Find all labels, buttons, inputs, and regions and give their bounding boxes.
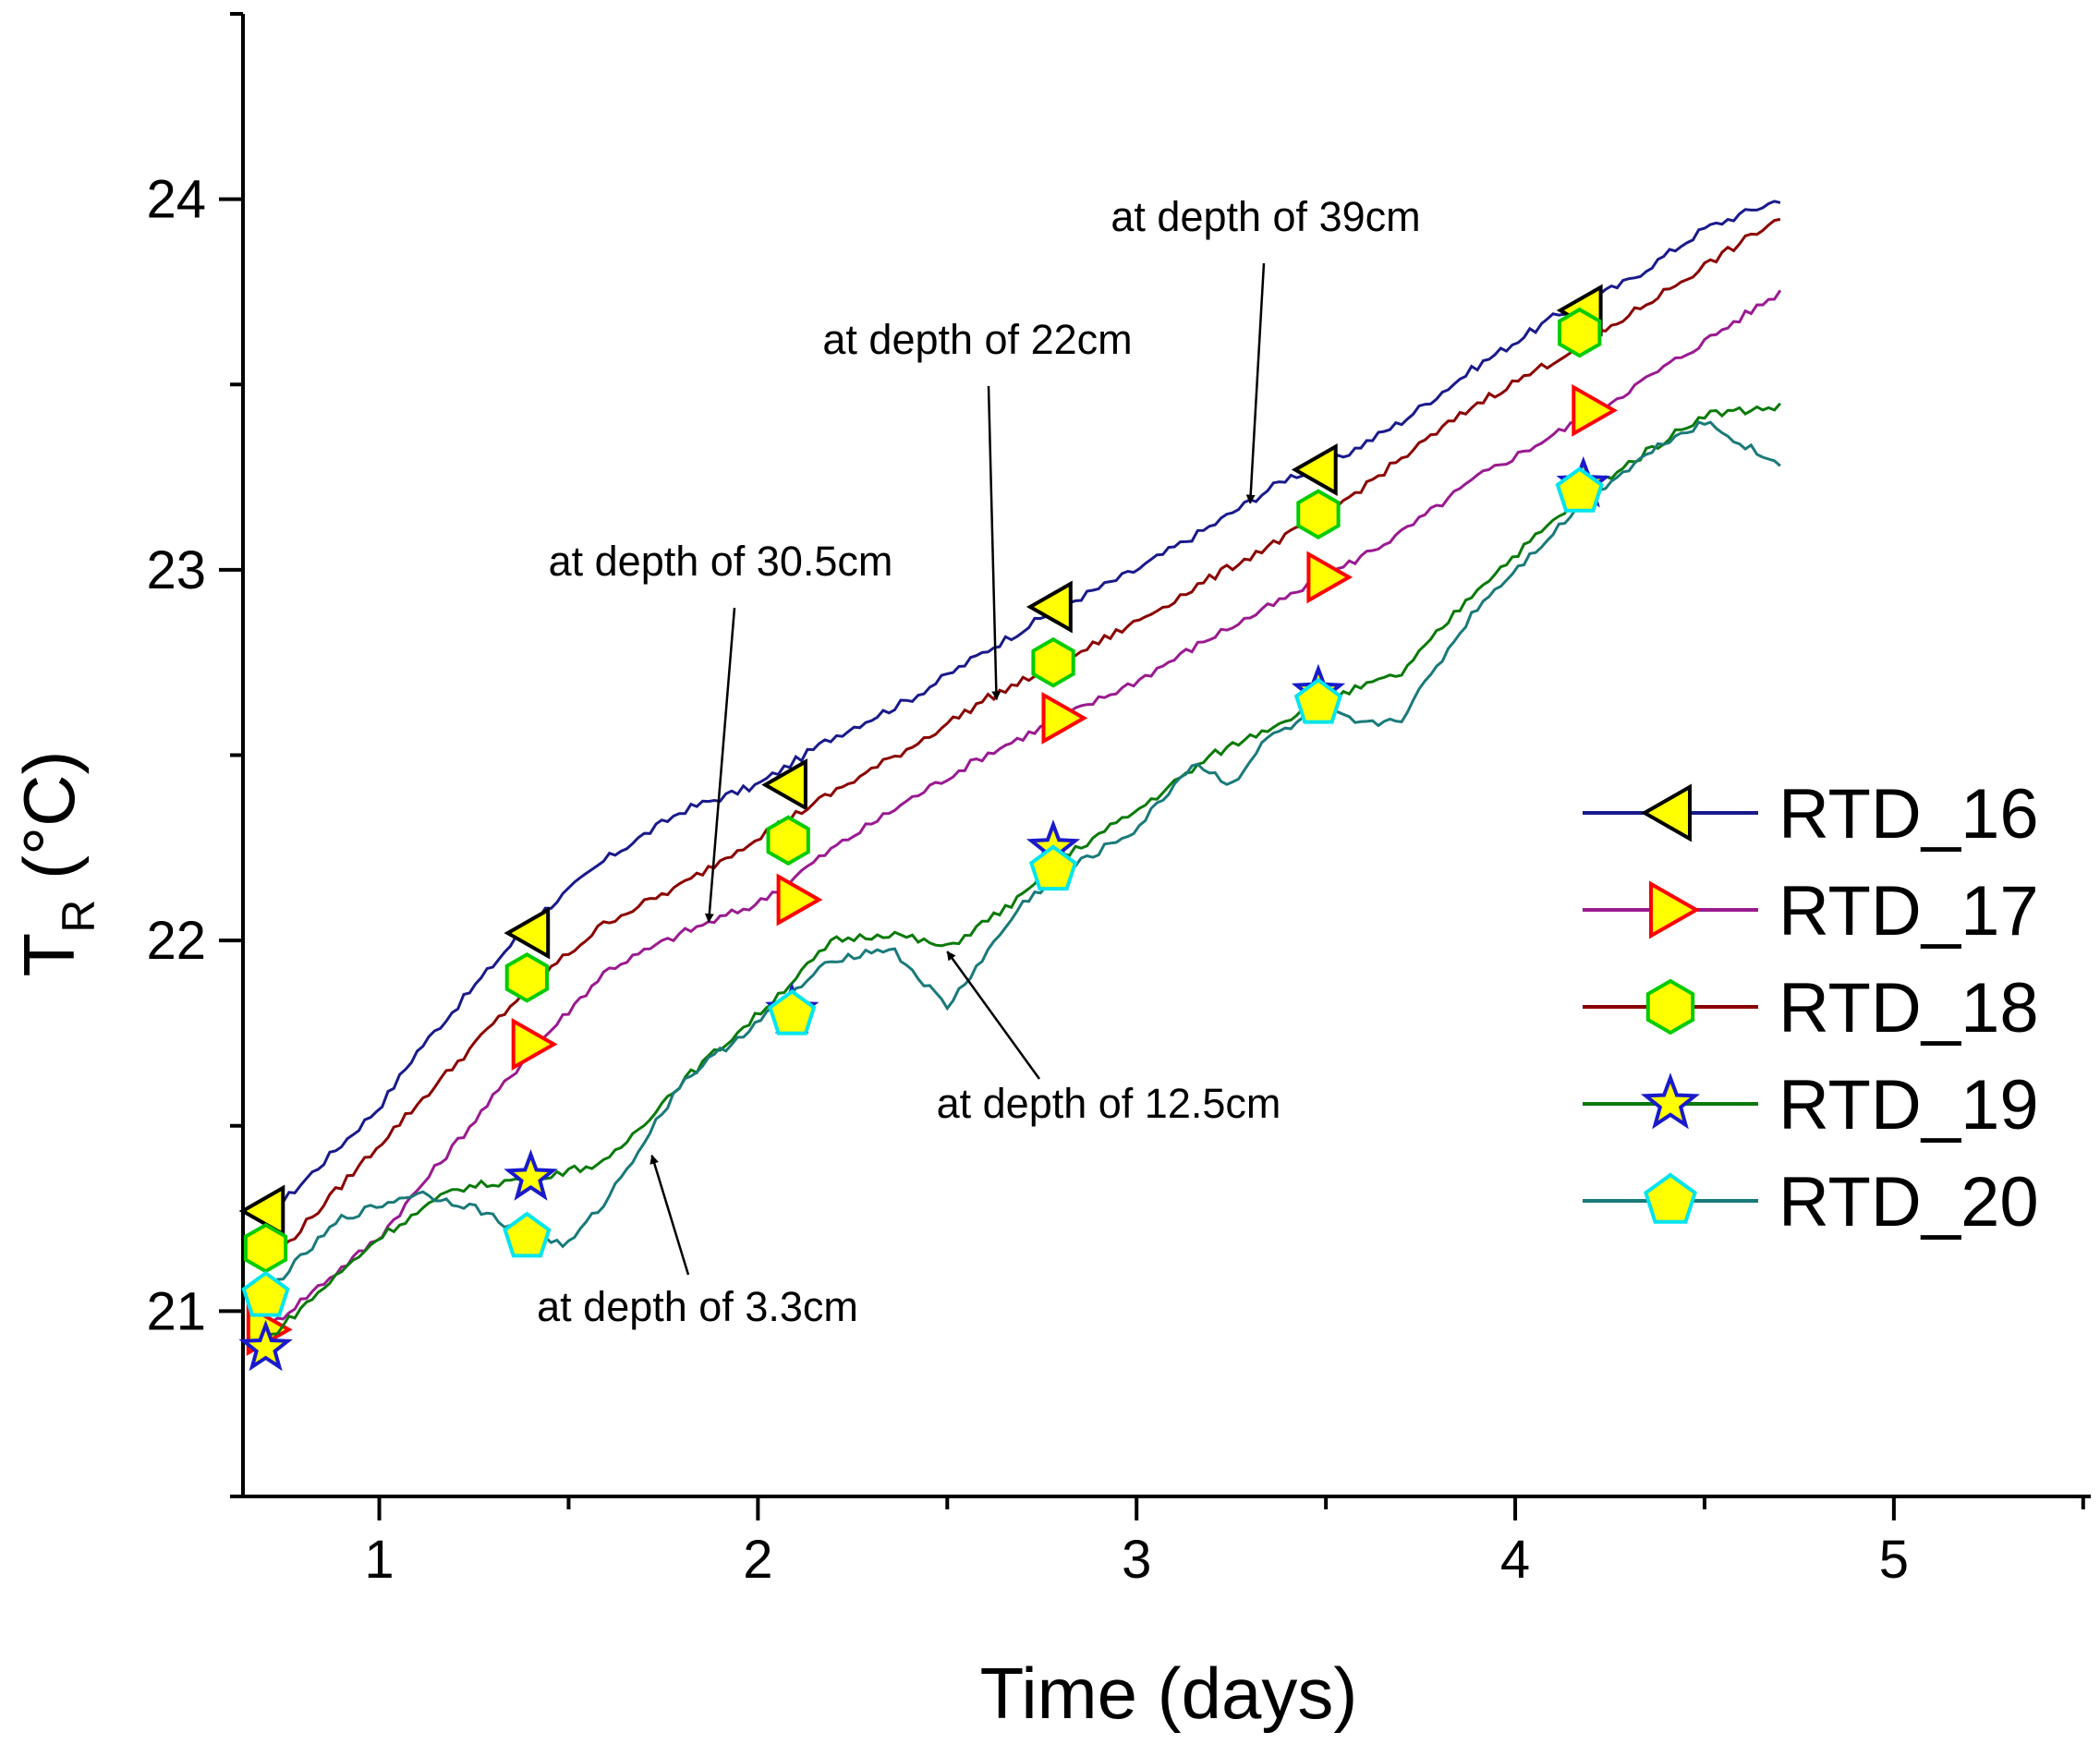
annotation-label: at depth of 3.3cm <box>537 1283 858 1330</box>
annotation-layer: at depth of 39cm at depth of 22cm at depth… <box>537 193 1420 1330</box>
data-point-RTD_18 <box>504 951 549 1003</box>
series-RTD_18 <box>243 217 1781 1274</box>
series-line-RTD_17 <box>264 289 1782 1334</box>
data-point-RTD_16 <box>504 906 551 960</box>
x-tick-label: 2 <box>743 1530 772 1590</box>
data-point-RTD_16 <box>238 1184 285 1238</box>
series-line-RTD_19 <box>264 402 1782 1341</box>
x-tick-label: 5 <box>1879 1530 1909 1590</box>
data-point-RTD_20 <box>1293 677 1343 724</box>
series-RTD_20 <box>241 420 1781 1317</box>
y-tick-label: 21 <box>146 1281 206 1341</box>
data-point-RTD_16 <box>1291 443 1338 496</box>
data-point-RTD_20 <box>1028 844 1078 891</box>
annotation-arrow <box>1245 262 1266 504</box>
data-point-RTD_16 <box>1026 580 1073 634</box>
series-layer <box>238 200 1782 1372</box>
legend-marker <box>1640 783 1692 842</box>
data-point-RTD_20 <box>241 1270 290 1317</box>
legend-label: RTD_17 <box>1778 872 2039 951</box>
annotation-label: at depth of 12.5cm <box>937 1080 1281 1127</box>
y-tick-label: 24 <box>146 170 206 230</box>
data-point-RTD_18 <box>1558 307 1602 358</box>
y-tick-label: 22 <box>146 911 206 971</box>
legend-marker <box>1649 880 1701 939</box>
series-line-RTD_18 <box>264 217 1781 1269</box>
legend-label: RTD_16 <box>1778 775 2039 854</box>
data-point-RTD_17 <box>1572 383 1619 437</box>
annotation-arrow <box>987 385 1001 701</box>
y-tick-label: 23 <box>146 540 206 600</box>
data-point-RTD_18 <box>1031 636 1075 688</box>
legend-marker <box>1640 1072 1701 1130</box>
series-RTD_17 <box>246 289 1782 1356</box>
x-tick-label: 3 <box>1122 1530 1151 1590</box>
data-point-RTD_18 <box>766 815 810 866</box>
data-point-RTD_20 <box>768 988 817 1036</box>
annotation-arrow <box>946 951 1041 1080</box>
annotation-label: at depth of 30.5cm <box>549 538 893 585</box>
data-point-RTD_18 <box>1296 489 1341 540</box>
x-tick-label: 4 <box>1500 1530 1530 1590</box>
x-tick-label: 1 <box>364 1530 394 1590</box>
series-line-RTD_20 <box>264 420 1781 1291</box>
y-axis-title-main: T <box>8 933 90 977</box>
legend-marker <box>1644 1172 1697 1224</box>
y-axis-title: TR (°C) <box>8 751 104 977</box>
x-axis-title: Time (days) <box>980 1653 1358 1734</box>
data-point-RTD_20 <box>503 1211 552 1258</box>
data-point-RTD_17 <box>511 1018 558 1071</box>
annotation-label: at depth of 39cm <box>1111 193 1420 240</box>
data-point-RTD_19 <box>504 1149 558 1201</box>
legend-label: RTD_18 <box>1778 969 2039 1048</box>
data-point-RTD_20 <box>1555 466 1604 513</box>
annotation-arrow <box>649 1154 690 1276</box>
legend-item-RTD_16: RTD_16 <box>1583 775 2039 854</box>
legend-marker <box>1645 978 1695 1036</box>
data-point-RTD_19 <box>238 1319 293 1372</box>
legend-item-RTD_17: RTD_17 <box>1583 872 2039 951</box>
annotation-arrow <box>704 607 736 924</box>
legend-item-RTD_20: RTD_20 <box>1583 1163 2039 1241</box>
y-axis-title-unit: (°C) <box>8 751 90 900</box>
legend-item-RTD_18: RTD_18 <box>1583 969 2039 1048</box>
data-point-RTD_16 <box>761 758 807 812</box>
data-point-RTD_17 <box>1306 551 1353 604</box>
data-point-RTD_17 <box>1041 691 1088 745</box>
y-axis-title-sub: R <box>53 900 104 933</box>
annotation-label: at depth of 22cm <box>822 316 1132 363</box>
data-point-RTD_17 <box>776 873 823 926</box>
legend-item-RTD_19: RTD_19 <box>1583 1066 2039 1144</box>
data-point-RTD_18 <box>243 1222 288 1274</box>
series-RTD_19 <box>238 402 1782 1372</box>
legend-label: RTD_20 <box>1778 1163 2039 1241</box>
legend: RTD_16 RTD_17 RTD_18 RTD_19 RTD_20 <box>1583 775 2039 1241</box>
legend-label: RTD_19 <box>1778 1066 2039 1144</box>
